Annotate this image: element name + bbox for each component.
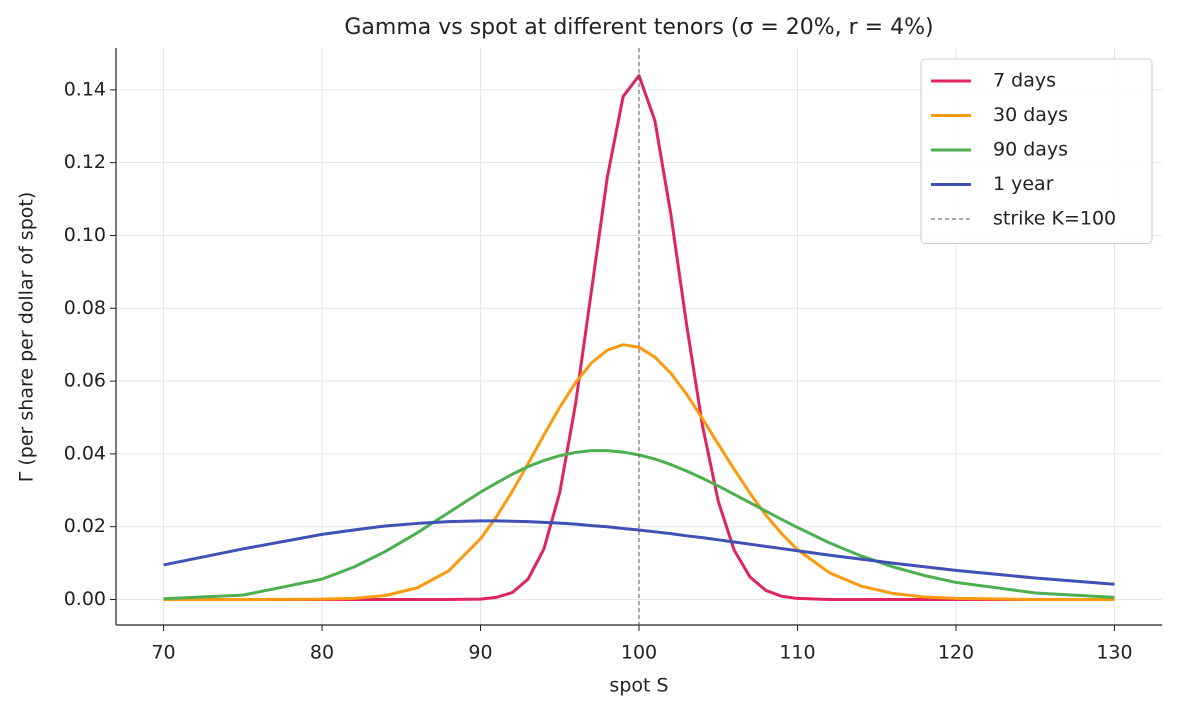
- y-tick-label: 0.02: [64, 515, 106, 537]
- legend-label: 7 days: [993, 70, 1056, 92]
- x-tick-label: 120: [938, 642, 974, 664]
- y-tick-label: 0.06: [64, 370, 106, 392]
- y-tick-label: 0.08: [64, 297, 106, 319]
- x-axis-label: spot S: [609, 675, 668, 697]
- x-tick-label: 110: [779, 642, 815, 664]
- y-tick-label: 0.04: [64, 442, 106, 464]
- legend-label: 90 days: [993, 139, 1068, 161]
- x-tick-label: 100: [621, 642, 657, 664]
- series-line: [163, 343, 1115, 602]
- y-tick-label: 0.12: [64, 151, 106, 173]
- x-tick-label: 70: [151, 642, 175, 664]
- series-line: [163, 74, 1115, 602]
- legend-label: 30 days: [993, 104, 1068, 126]
- legend-label: 1 year: [993, 173, 1054, 195]
- legend-box: [920, 58, 1153, 244]
- legend-label: strike K=100: [993, 208, 1116, 230]
- x-tick-label: 130: [1096, 642, 1132, 664]
- y-axis-label: Γ (per share per dollar of spot): [16, 192, 38, 482]
- y-tick-label: 0.14: [64, 78, 106, 100]
- series-line: [163, 519, 1115, 586]
- x-tick-label: 80: [310, 642, 334, 664]
- y-tick-label: 0.00: [64, 588, 106, 610]
- y-tick-label: 0.10: [64, 224, 106, 246]
- chart-title: Gamma vs spot at different tenors (σ = 2…: [344, 15, 933, 40]
- x-tick-label: 90: [468, 642, 492, 664]
